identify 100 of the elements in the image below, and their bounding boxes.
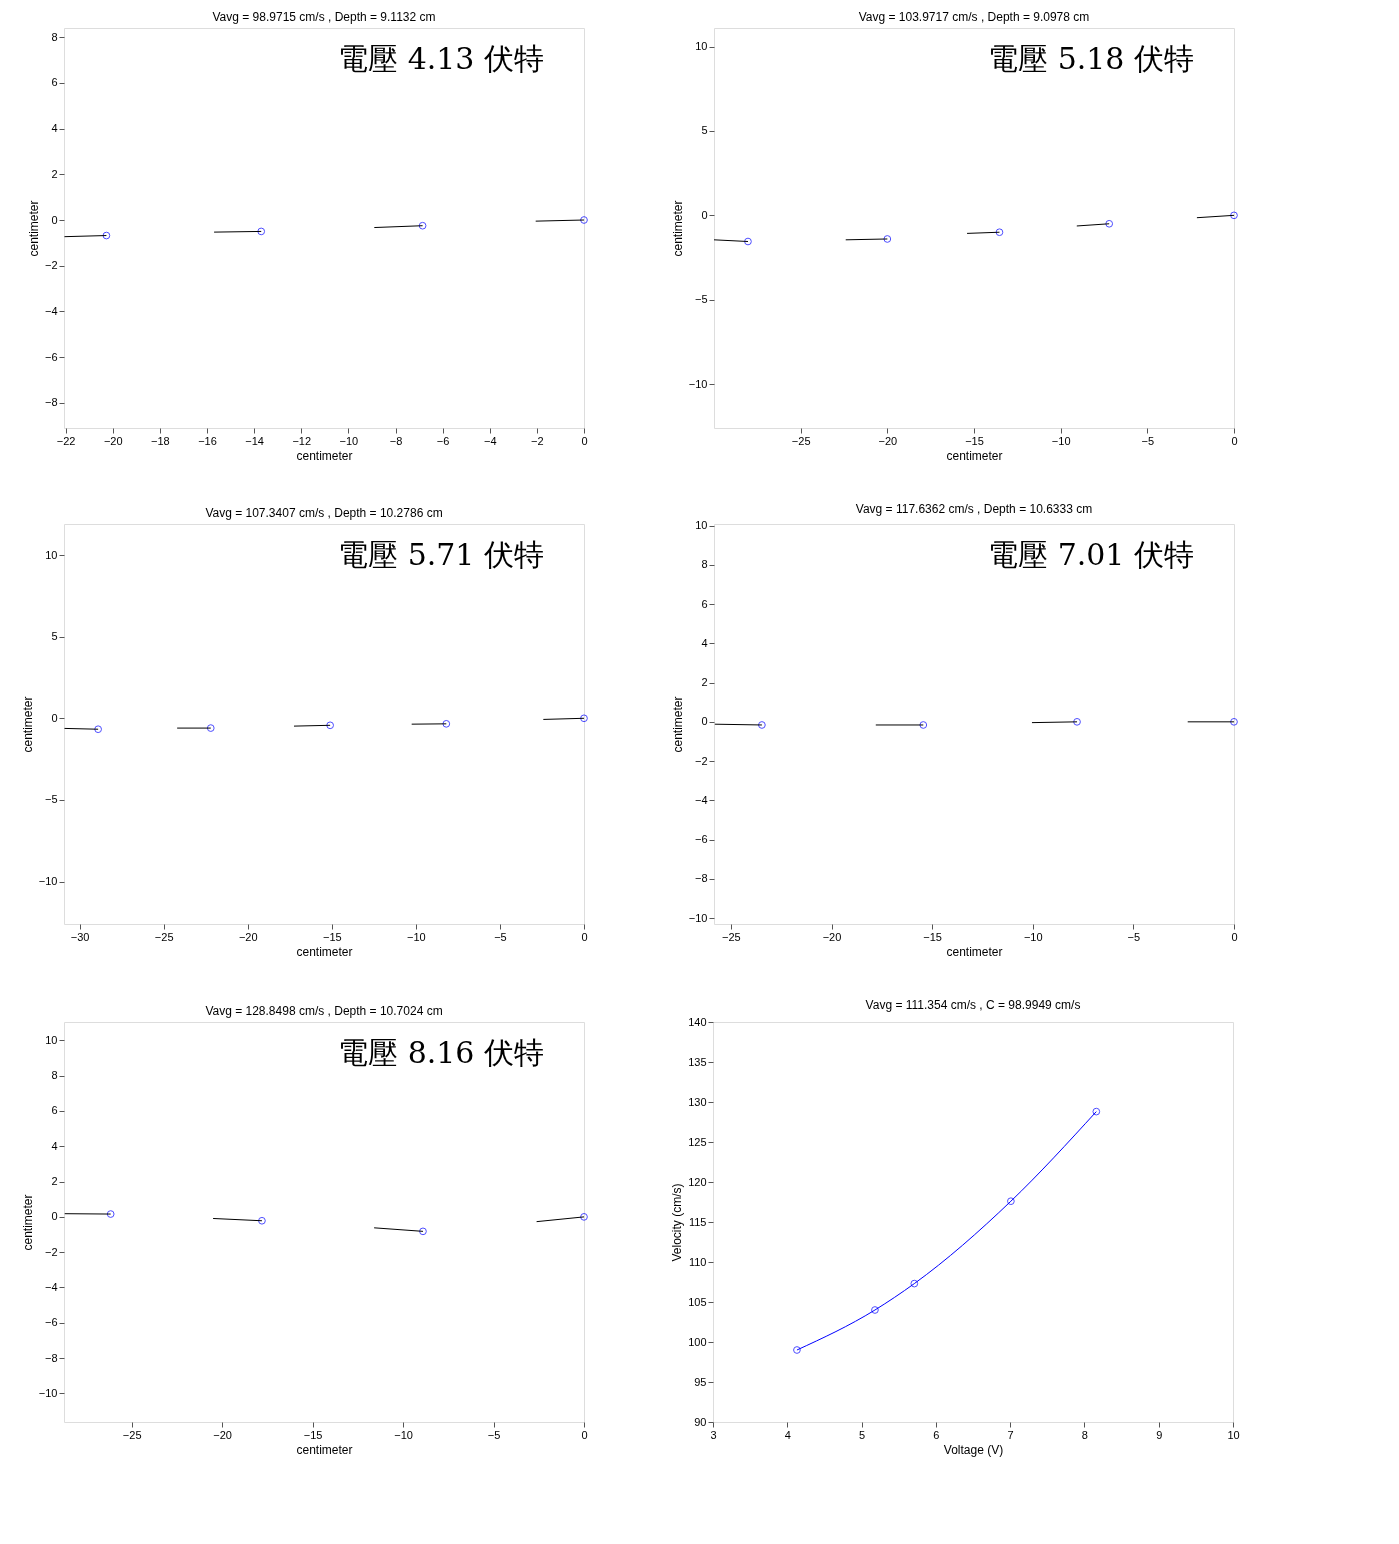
x-axis-title: centimeter: [296, 448, 353, 463]
chart-title: Vavg = 98.9715 cm/s , Depth = 9.1132 cm: [212, 10, 436, 24]
point: [910, 1279, 919, 1288]
y-axis-title: centimeter: [26, 200, 41, 257]
point: [793, 1346, 801, 1354]
x-axis-title: Voltage (V): [943, 1442, 1004, 1457]
y-tick-label: −6: [44, 350, 58, 363]
point: [257, 227, 266, 236]
x-axis-title: centimeter: [946, 944, 1003, 959]
x-tick-label: 6: [933, 1428, 940, 1441]
y-tick-label: 0: [701, 208, 708, 221]
x-tick-label: 4: [784, 1428, 791, 1441]
y-tick-label: −2: [44, 259, 58, 272]
x-tick-label: −20: [213, 1428, 232, 1441]
point: [258, 1216, 266, 1225]
y-tick-label: 5: [51, 630, 58, 643]
x-tick-label: 0: [1231, 930, 1238, 943]
x-tick-label: −16: [198, 434, 217, 447]
x-tick-label: 3: [710, 1428, 717, 1441]
x-tick-label: −15: [303, 1428, 323, 1441]
chart-title: Vavg = 111.354 cm/s , C = 98.9949 cm/s: [865, 998, 1081, 1012]
y-tick-label: 10: [45, 548, 58, 561]
point: [442, 719, 451, 728]
point: [744, 237, 752, 246]
y-tick-label: 2: [51, 167, 58, 180]
x-tick-label: 0: [581, 930, 588, 943]
y-tick-label: 95: [694, 1375, 707, 1388]
y-tick-label: 0: [51, 1210, 58, 1223]
x-tick-label: −10: [339, 434, 359, 447]
point: [102, 231, 111, 240]
x-tick-label: −4: [483, 434, 497, 447]
y-tick-label: 2: [51, 1175, 58, 1188]
y-tick-label: 10: [45, 1033, 58, 1046]
y-tick-label: 2: [701, 676, 708, 689]
y-tick-label: −6: [44, 1316, 58, 1329]
y-tick-label: 130: [688, 1095, 707, 1108]
y-tick-label: 8: [701, 558, 708, 571]
annotation: 電壓 5.71 伏特: [338, 537, 544, 572]
y-axis-title: centimeter: [20, 696, 35, 753]
x-tick-label: 10: [1227, 1428, 1240, 1441]
y-tick-label: −8: [44, 396, 58, 409]
y-tick-label: 105: [688, 1295, 707, 1308]
y-tick-label: 4: [51, 122, 58, 135]
x-tick-label: 9: [1156, 1428, 1163, 1441]
x-tick-label: −14: [245, 434, 264, 447]
chart-title: Vavg = 117.6362 cm/s , Depth = 10.6333 cm: [855, 501, 1093, 516]
x-tick-label: −15: [965, 434, 984, 447]
x-tick-label: −5: [494, 930, 507, 943]
x-tick-label: −12: [292, 434, 312, 447]
x-tick-label: −20: [822, 930, 842, 943]
point: [580, 714, 588, 723]
chart-title: Vavg = 103.9717 cm/s , Depth = 9.0978 cm: [858, 10, 1090, 24]
point: [326, 721, 334, 730]
x-tick-label: −20: [103, 434, 123, 447]
y-tick-label: −4: [44, 1280, 58, 1293]
y-tick-label: 10: [695, 40, 708, 53]
x-axis-title: centimeter: [946, 448, 1003, 463]
point: [580, 216, 588, 224]
y-axis-title: centimeter: [670, 696, 685, 753]
x-axis-title: centimeter: [296, 1442, 353, 1457]
y-tick-label: 110: [688, 1255, 707, 1268]
y-tick-label: −6: [694, 833, 708, 846]
y-tick-label: 120: [688, 1175, 707, 1188]
x-tick-label: 0: [581, 1428, 588, 1441]
x-tick-label: −5: [1127, 930, 1141, 943]
y-tick-label: 135: [688, 1055, 707, 1068]
y-tick-label: 0: [701, 715, 708, 728]
y-tick-label: 6: [51, 1104, 58, 1117]
x-tick-label: −5: [1141, 434, 1155, 447]
point: [106, 1210, 115, 1218]
x-tick-label: −10: [1051, 434, 1071, 447]
x-tick-label: −25: [154, 930, 174, 943]
y-tick-label: 6: [701, 597, 708, 610]
x-tick-label: −5: [487, 1428, 501, 1441]
y-tick-label: −10: [688, 377, 708, 390]
y-tick-label: −2: [694, 754, 708, 767]
x-tick-label: −25: [122, 1428, 142, 1441]
x-tick-label: −30: [70, 930, 90, 943]
y-tick-label: 115: [688, 1215, 707, 1228]
y-tick-label: 8: [51, 1069, 58, 1082]
x-tick-label: −20: [238, 930, 258, 943]
y-tick-label: 6: [51, 76, 58, 89]
annotation: 電壓 5.18 伏特: [988, 41, 1194, 76]
x-tick-label: −6: [436, 434, 450, 447]
x-tick-label: −2: [531, 434, 544, 447]
y-tick-label: 125: [688, 1135, 707, 1148]
y-tick-label: 4: [51, 1139, 58, 1152]
point: [418, 221, 427, 230]
y-tick-label: −5: [694, 293, 708, 306]
x-tick-label: −10: [407, 930, 426, 943]
x-tick-label: −10: [394, 1428, 413, 1441]
y-tick-label: 90: [694, 1415, 707, 1428]
y-tick-label: −8: [44, 1351, 58, 1364]
point: [1105, 219, 1114, 228]
point: [1230, 211, 1238, 220]
x-tick-label: −22: [56, 434, 76, 447]
y-tick-label: −5: [44, 793, 58, 806]
chart-title: Vavg = 128.8498 cm/s , Depth = 10.7024 cm: [205, 1004, 443, 1018]
y-tick-label: −10: [688, 911, 708, 924]
y-axis-title: centimeter: [20, 1194, 35, 1251]
